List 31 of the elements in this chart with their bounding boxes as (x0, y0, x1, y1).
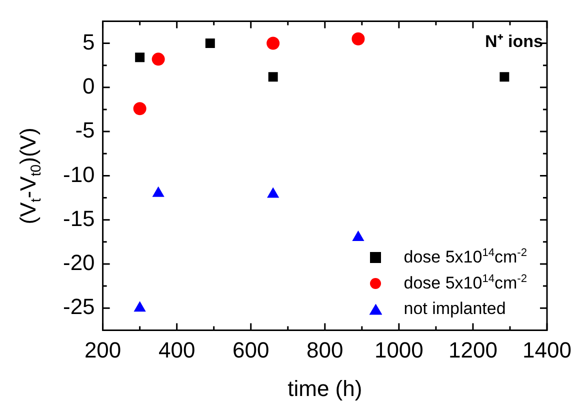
x-tick-label: 400 (158, 337, 196, 362)
x-tick-label: 800 (306, 337, 344, 362)
point (152, 52, 165, 66)
point (133, 102, 146, 116)
y-tick-label: 0 (82, 73, 95, 98)
annotation: N⁺ ions (485, 31, 543, 52)
legend-label: dose 5x10$^{14}$cm$^{-2}$ (404, 272, 527, 294)
x-tick-label: 1200 (448, 337, 498, 362)
point (266, 36, 280, 50)
point (152, 186, 164, 197)
y-tick-label: -10 (63, 162, 95, 187)
point (205, 38, 215, 48)
point (500, 72, 510, 82)
legend-label: dose 5x10$^{14}$cm$^{-2}$ (404, 246, 527, 268)
point (135, 52, 145, 62)
point (352, 231, 364, 241)
y-tick-label: 5 (82, 29, 95, 54)
point (268, 72, 278, 82)
y-tick-label: -5 (75, 118, 95, 143)
x-tick-label: 1400 (522, 337, 572, 362)
point (267, 188, 279, 198)
y-tick-label: -15 (63, 206, 95, 231)
x-axis-title: time (h) (288, 376, 362, 401)
y-tick-label: -25 (63, 294, 95, 320)
point (134, 302, 146, 312)
y-tick-label: -20 (63, 250, 95, 276)
legend-label: not implanted (404, 299, 506, 320)
x-tick-label: 600 (232, 337, 270, 362)
x-tick-label: 200 (84, 337, 122, 362)
x-tick-label: 1000 (374, 337, 424, 362)
point (352, 32, 365, 46)
